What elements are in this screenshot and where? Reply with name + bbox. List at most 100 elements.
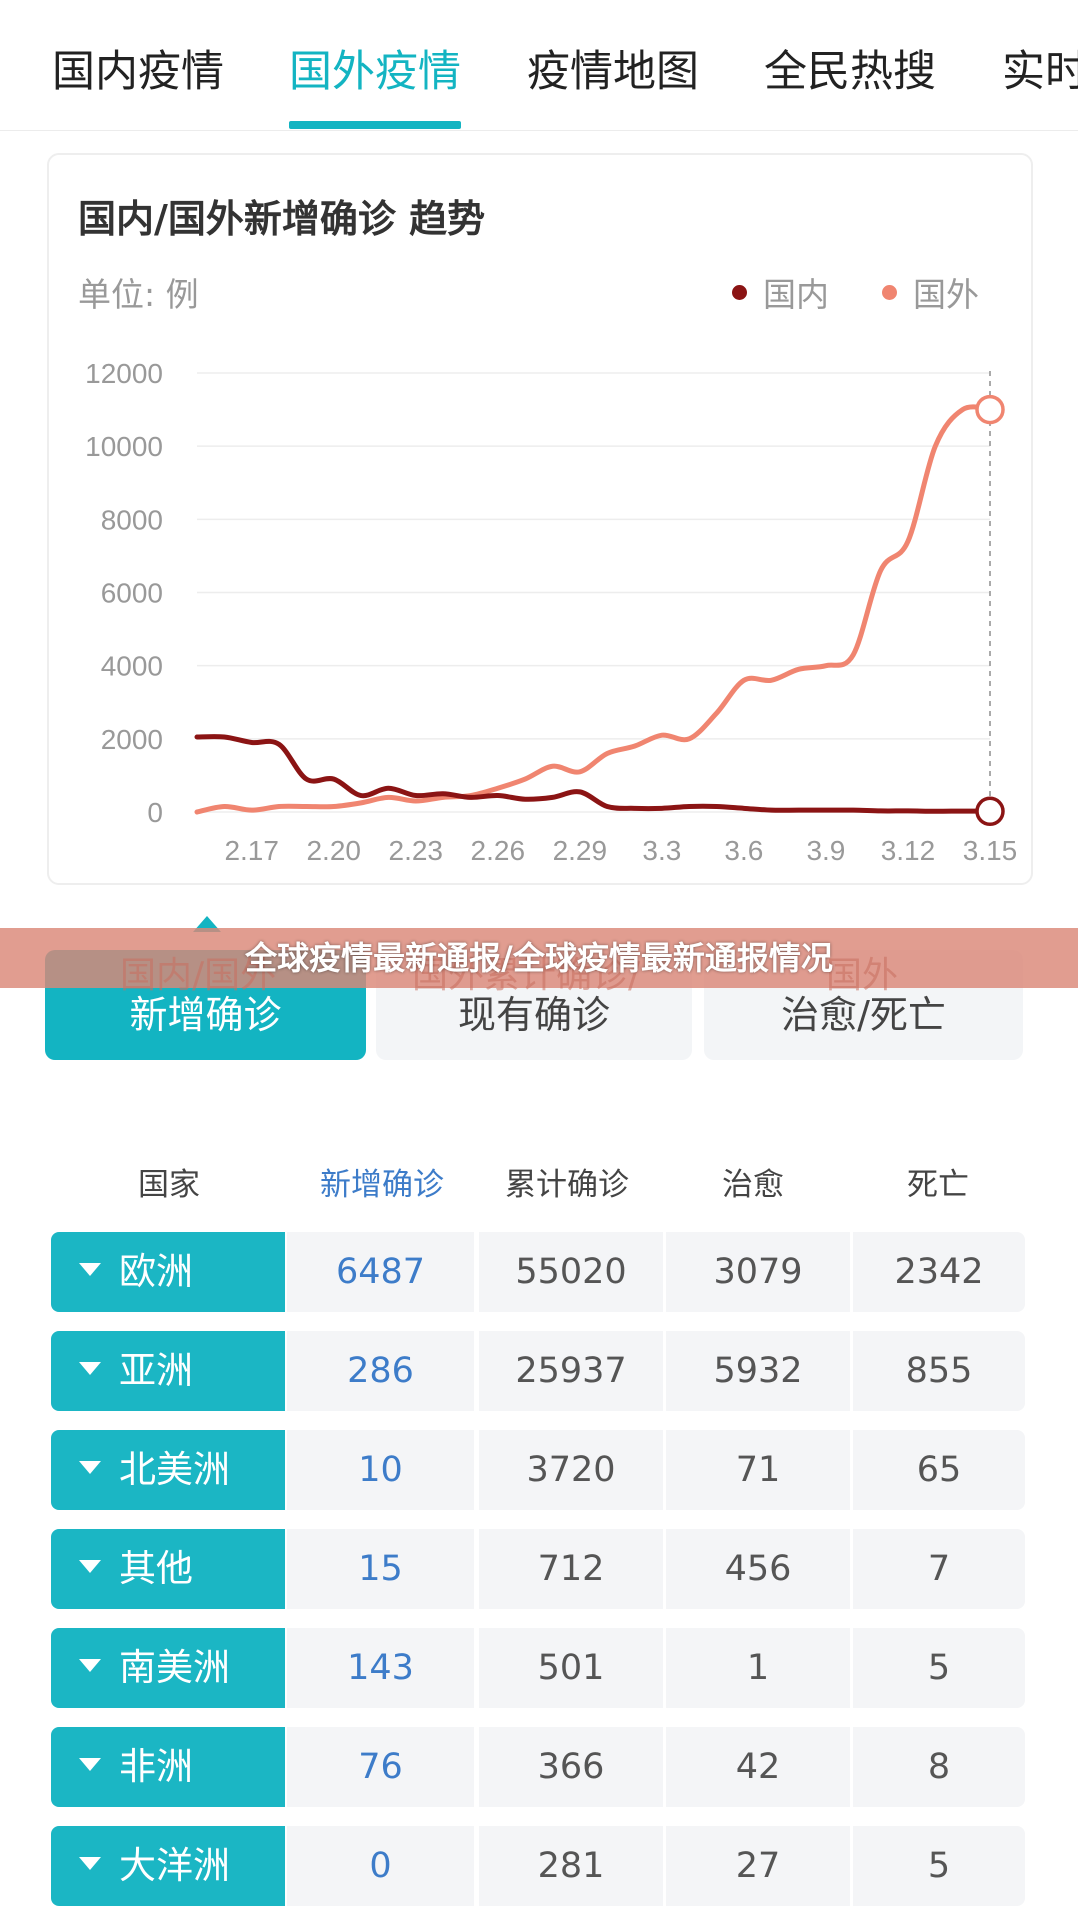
x-tick-label: 3.6 (724, 835, 763, 866)
region-name: 欧洲 (119, 1250, 193, 1293)
x-tick-label: 3.3 (642, 835, 681, 866)
table-row[interactable]: 非洲 76 366 42 8 (51, 1727, 1025, 1807)
legend-label-foreign: 国外 (913, 275, 979, 314)
y-tick-label: 4000 (101, 651, 163, 682)
expand-triangle-icon[interactable] (79, 1659, 101, 1672)
y-tick-label: 2000 (101, 724, 163, 755)
cell-dead: 2342 (853, 1232, 1025, 1312)
x-tick-label: 2.20 (306, 835, 361, 866)
cell-cured: 3079 (666, 1232, 850, 1312)
cell-new-confirmed: 6487 (287, 1232, 474, 1312)
banner-ghost-text-middle: 国外累计确诊/ (412, 955, 641, 996)
highlight-point-domestic (975, 796, 1005, 827)
y-tick-label: 10000 (85, 431, 163, 462)
cell-dead: 8 (853, 1727, 1025, 1807)
expand-triangle-icon[interactable] (79, 1857, 101, 1870)
cell-region[interactable]: 欧洲 (51, 1232, 285, 1312)
table-row[interactable]: 其他 15 712 456 7 (51, 1529, 1025, 1609)
col-header-new-confirmed[interactable]: 新增确诊 (320, 1167, 444, 1203)
cell-new-confirmed: 143 (287, 1628, 474, 1708)
y-tick-label: 12000 (85, 358, 163, 389)
expand-triangle-icon[interactable] (79, 1362, 101, 1375)
cell-cured: 42 (666, 1727, 850, 1807)
banner-title: 全球疫情最新通报/全球疫情最新通报情况 (245, 939, 833, 977)
cell-dead: 7 (853, 1529, 1025, 1609)
cell-cured: 27 (666, 1826, 850, 1906)
tab-map[interactable]: 疫情地图 (527, 47, 699, 97)
y-tick-label: 0 (147, 797, 163, 828)
x-tick-label: 3.15 (963, 835, 1018, 866)
region-name: 其他 (119, 1547, 193, 1590)
trend-line-chart[interactable]: 0 2000 4000 6000 8000 10000 12000 2.17 2.20 2.23 2… (0, 0, 1078, 900)
cell-total-confirmed: 366 (479, 1727, 663, 1807)
chart-title: 国内/国外新增确诊 趋势 (78, 197, 486, 241)
col-header-country[interactable]: 国家 (138, 1167, 200, 1203)
cell-dead: 65 (853, 1430, 1025, 1510)
col-header-total-confirmed[interactable]: 累计确诊 (505, 1167, 629, 1203)
col-header-cured[interactable]: 治愈 (722, 1167, 784, 1203)
table-row[interactable]: 南美洲 143 501 1 5 (51, 1628, 1025, 1708)
tab-hot-search[interactable]: 全民热搜 (764, 47, 936, 97)
cell-region[interactable]: 大洋洲 (51, 1826, 285, 1906)
expand-triangle-icon[interactable] (79, 1560, 101, 1573)
cell-dead: 5 (853, 1628, 1025, 1708)
cell-cured: 71 (666, 1430, 850, 1510)
table-row[interactable]: 北美洲 10 3720 71 65 (51, 1430, 1025, 1510)
x-tick-label: 2.23 (389, 835, 444, 866)
expand-triangle-icon[interactable] (79, 1758, 101, 1771)
region-name: 大洋洲 (119, 1844, 230, 1887)
x-tick-label: 2.29 (553, 835, 608, 866)
cell-new-confirmed: 76 (287, 1727, 474, 1807)
legend-dot-domestic (732, 285, 747, 300)
region-name: 亚洲 (119, 1349, 193, 1392)
x-tick-label: 2.26 (471, 835, 526, 866)
expand-triangle-icon[interactable] (79, 1461, 101, 1474)
cell-region[interactable]: 非洲 (51, 1727, 285, 1807)
tab-domestic[interactable]: 国内疫情 (52, 47, 224, 97)
y-tick-label: 8000 (101, 504, 163, 535)
table-row[interactable]: 欧洲 6487 55020 3079 2342 (51, 1232, 1025, 1312)
cell-total-confirmed: 712 (479, 1529, 663, 1609)
highlight-point-foreign (975, 394, 1005, 425)
cell-total-confirmed: 501 (479, 1628, 663, 1708)
cell-dead: 5 (853, 1826, 1025, 1906)
tab-realtime[interactable]: 实时 (1002, 47, 1078, 97)
legend-dot-foreign (882, 285, 897, 300)
legend-item-domestic[interactable]: 国内 (732, 275, 829, 315)
cell-region[interactable]: 南美洲 (51, 1628, 285, 1708)
chart-unit-label: 单位: 例 (78, 275, 199, 314)
cell-dead: 855 (853, 1331, 1025, 1411)
cell-new-confirmed: 15 (287, 1529, 474, 1609)
cell-new-confirmed: 0 (287, 1826, 474, 1906)
top-tab-bar: 国内疫情 国外疫情 疫情地图 全民热搜 实时 (0, 0, 1078, 131)
legend-item-foreign[interactable]: 国外 (882, 275, 979, 315)
x-tick-label: 2.17 (224, 835, 279, 866)
cell-total-confirmed: 55020 (479, 1232, 663, 1312)
series-line-foreign (194, 404, 993, 815)
cell-region[interactable]: 北美洲 (51, 1430, 285, 1510)
cell-total-confirmed: 25937 (479, 1331, 663, 1411)
watermark-banner (0, 928, 1078, 988)
region-name: 南美洲 (119, 1646, 230, 1689)
tab-foreign[interactable]: 国外疫情 (289, 47, 461, 97)
cell-region[interactable]: 其他 (51, 1529, 285, 1609)
col-header-dead[interactable]: 死亡 (907, 1167, 969, 1203)
cell-region[interactable]: 亚洲 (51, 1331, 285, 1411)
cell-total-confirmed: 3720 (479, 1430, 663, 1510)
active-tab-indicator (289, 121, 461, 129)
x-tick-label: 3.12 (881, 835, 936, 866)
expand-triangle-icon[interactable] (79, 1263, 101, 1276)
legend-label-domestic: 国内 (763, 275, 829, 314)
cell-cured: 1 (666, 1628, 850, 1708)
cell-new-confirmed: 10 (287, 1430, 474, 1510)
table-row[interactable]: 亚洲 286 25937 5932 855 (51, 1331, 1025, 1411)
table-row[interactable]: 大洋洲 0 281 27 5 (51, 1826, 1025, 1906)
cell-total-confirmed: 281 (479, 1826, 663, 1906)
cell-cured: 5932 (666, 1331, 850, 1411)
banner-ghost-text-left: 国内/国外 (120, 955, 277, 996)
y-tick-label: 6000 (101, 578, 163, 609)
cell-cured: 456 (666, 1529, 850, 1609)
region-name: 非洲 (119, 1745, 193, 1788)
cell-new-confirmed: 286 (287, 1331, 474, 1411)
x-tick-label: 3.9 (806, 835, 845, 866)
